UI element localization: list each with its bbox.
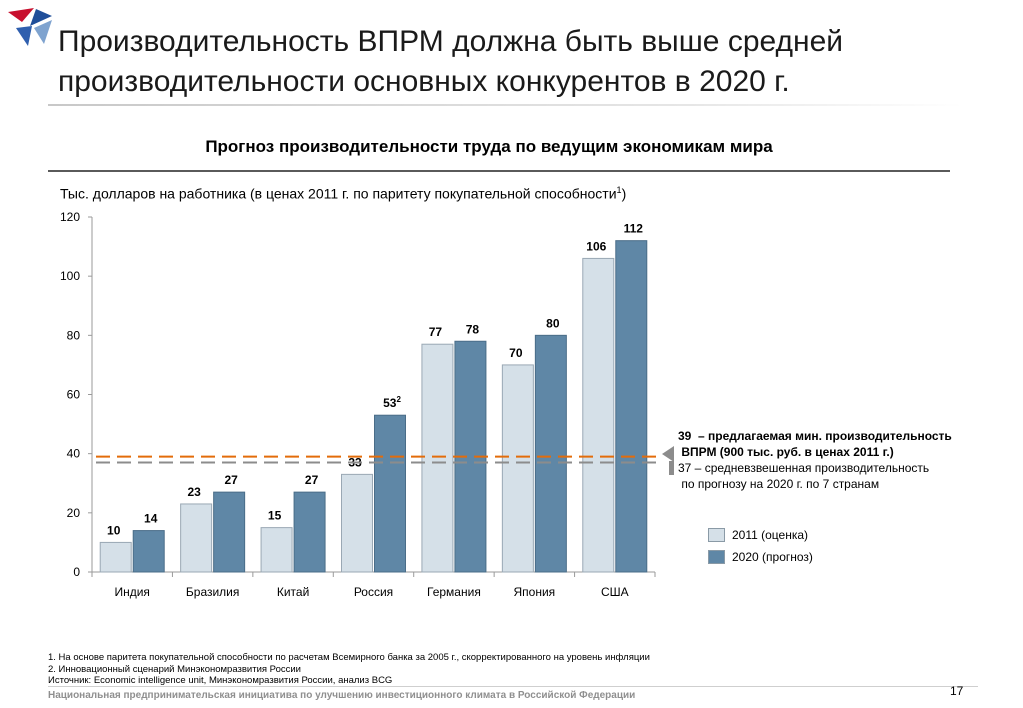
legend-swatch-2011 — [708, 528, 725, 542]
y-tick-label: 40 — [67, 447, 81, 461]
footnote-1: 1. На основе паритета покупательной спос… — [48, 652, 650, 663]
bar — [534, 334, 567, 573]
data-label: 70 — [509, 346, 523, 360]
x-category-label: Индия — [114, 585, 149, 599]
footer-organization: Национальная предпринимательская инициат… — [48, 690, 636, 701]
x-category-label: Германия — [427, 585, 481, 599]
legend-item-2011: 2011 (оценка) — [708, 528, 808, 542]
y-tick-label: 120 — [60, 210, 80, 224]
y-tick-label: 80 — [67, 328, 81, 342]
bar — [293, 491, 326, 573]
chart-title: Прогноз производительности труда по веду… — [205, 137, 773, 156]
bar — [260, 527, 293, 573]
page-number: 17 — [950, 684, 964, 698]
x-category-label: Китай — [277, 585, 309, 599]
bar — [582, 257, 615, 573]
bar — [615, 240, 648, 573]
bar — [421, 343, 454, 573]
data-label: 112 — [624, 222, 644, 236]
data-label: 10 — [107, 523, 121, 537]
y-tick-label: 100 — [60, 269, 80, 283]
reference-line-marker-icon — [662, 446, 674, 475]
title-line-1: Производительность ВПРМ должна быть выше… — [58, 25, 844, 58]
title-line-2: производительности основных конкурентов … — [58, 65, 790, 98]
annotation-line-1: 39 – предлагаемая мин. производительност… — [678, 429, 952, 443]
legend-swatch-2020 — [708, 550, 725, 564]
data-label: 77 — [429, 325, 443, 339]
data-label-footnote-mark: 2 — [396, 395, 401, 404]
y-tick-label: 0 — [73, 565, 80, 579]
data-label: 80 — [546, 316, 560, 330]
unit-label-footnote-mark: 1 — [616, 185, 622, 195]
data-label: 78 — [466, 322, 480, 336]
bar — [341, 473, 373, 573]
asi-logo — [8, 8, 52, 46]
bar — [132, 530, 165, 573]
y-axis-unit-label: Тыс. долларов на работника (в ценах 2011… — [60, 185, 626, 202]
slide-title: Производительность ВПРМ должна быть выше… — [58, 22, 958, 102]
bar — [99, 541, 132, 573]
footer-divider — [48, 686, 978, 687]
x-category-label: США — [601, 585, 629, 599]
annotation-line-2: ВПРМ (900 тыс. руб. в ценах 2011 г.) — [678, 445, 894, 459]
y-tick-label: 60 — [67, 388, 81, 402]
legend-label-2020: 2020 (прогноз) — [732, 550, 813, 564]
footnotes: 1. На основе паритета покупательной спос… — [48, 652, 650, 687]
chart-title-divider — [48, 170, 950, 172]
data-label: 23 — [187, 485, 201, 499]
data-label: 27 — [305, 473, 319, 487]
unit-label-close: ) — [621, 185, 627, 202]
data-label: 14 — [144, 512, 158, 526]
bar — [213, 491, 246, 573]
data-label: 532 — [383, 395, 401, 410]
reference-line-annotation: 39 – предлагаемая мин. производительност… — [678, 428, 952, 492]
annotation-line-4: по прогнозу на 2020 г. по 7 странам — [678, 477, 880, 491]
x-category-label: Япония — [514, 585, 556, 599]
x-category-label: Бразилия — [186, 585, 240, 599]
title-divider — [48, 104, 963, 106]
legend-item-2020: 2020 (прогноз) — [708, 550, 813, 564]
bar — [180, 503, 213, 573]
annotation-line-3: 37 – средневзвешенная производительность — [678, 461, 930, 475]
y-tick-label: 20 — [67, 506, 81, 520]
footnote-2: 2. Инновационный сценарий Минэкономразви… — [48, 663, 301, 675]
bar — [501, 364, 534, 573]
bar — [374, 414, 406, 573]
data-label: 15 — [268, 509, 282, 523]
data-label: 106 — [586, 239, 606, 253]
x-category-label: Россия — [354, 585, 393, 599]
data-label: 27 — [224, 473, 238, 487]
source-note: Источник: Economic intelligence unit, Ми… — [48, 675, 393, 686]
unit-label-text: Тыс. долларов на работника (в ценах 2011… — [60, 185, 617, 202]
legend-label-2011: 2011 (оценка) — [732, 528, 809, 542]
